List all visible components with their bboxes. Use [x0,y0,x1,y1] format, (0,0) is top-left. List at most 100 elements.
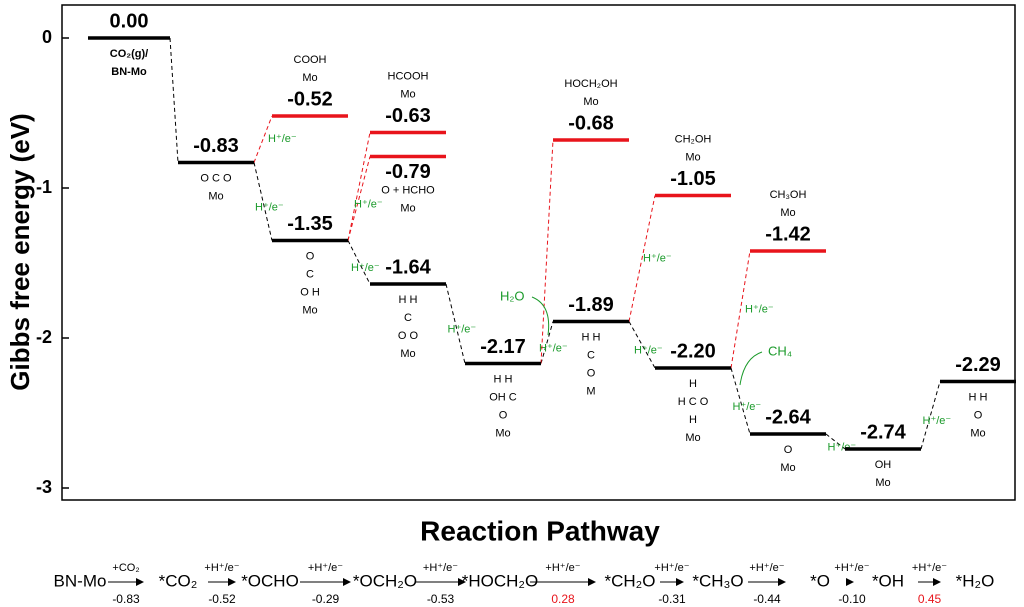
value-label: -1.35 [287,213,333,235]
value-label: -1.42 [765,223,811,245]
species-label: *CH₂O [605,571,656,590]
step-reagent: +CO₂ [112,562,139,574]
step-reagent: +H⁺/e⁻ [545,562,580,574]
y-tick-label: 0 [42,27,52,47]
species-label: *CO₂ [159,571,198,590]
structure-label: O O [398,330,419,342]
value-label: -2.20 [670,340,716,362]
connector [540,321,554,364]
species-label: *O [810,571,830,590]
structure-label: Mo [780,462,795,474]
value-label: -2.74 [860,421,906,443]
structure-label: Mo [685,151,700,163]
structure-label: CH₂OH [675,133,712,145]
connector [628,321,656,369]
arrow-head [588,578,596,586]
step-reagent: +H⁺/e⁻ [834,562,869,574]
structure-label: O C O [200,172,232,184]
structure-label: C [404,312,412,324]
structure-label: Mo [400,348,415,360]
structure-label: H H [494,373,513,385]
step-reagent: +H⁺/e⁻ [308,562,343,574]
y-tick-label: -3 [36,477,52,497]
structure-label: H H [399,294,418,306]
y-tick-label: -2 [36,327,52,347]
value-label: -0.79 [385,161,431,183]
value-label: -2.64 [765,406,811,428]
step-label: H⁺/e⁻ [539,342,568,354]
connector [730,367,751,435]
arrow-head [228,578,236,586]
structure-label: O [974,409,983,421]
structure-label: Mo [302,72,317,84]
structure-label: OH [875,459,892,471]
species-label: BN-Mo [54,571,107,590]
structure-label: M [586,385,595,397]
species-label: *CH₃O [692,571,743,590]
value-label: -1.05 [670,168,716,190]
connector [628,195,656,322]
value-label: 0.00 [110,10,149,32]
step-energy: -0.29 [312,592,340,606]
structure-label: HCOOH [388,70,429,82]
connector [253,115,273,163]
arrow-head [136,578,144,586]
step-label: H⁺/e⁻ [268,133,297,145]
connector [920,381,941,450]
step-label: H⁺/e⁻ [448,324,477,336]
value-label: -1.89 [568,294,614,316]
structure-label: HOCH₂OH [564,78,617,90]
arrow-head [458,578,466,586]
species-label: *H₂O [956,571,995,590]
plot-frame [61,4,1016,501]
connector [730,250,751,369]
species-label: *OCHO [241,571,299,590]
structure-label: Mo [583,96,598,108]
structure-label: C [306,268,314,280]
structure-label: CO₂(g)/ [110,48,149,60]
step-energy: -0.83 [112,592,140,606]
structure-label: Mo [875,477,890,489]
step-label: H⁺/e⁻ [643,252,672,264]
connector [347,240,371,285]
species-label: *OH [872,571,904,590]
structure-label: H [689,414,697,426]
structure-label: H C O [678,396,709,408]
structure-label: O [587,367,596,379]
step-label: H⁺/e⁻ [923,415,952,427]
arrow-head [343,578,351,586]
step-label: H⁺/e⁻ [745,303,774,315]
structure-label: COOH [294,54,327,66]
y-axis-label: Gibbs free energy (eV) [5,113,35,390]
step-label: H⁺/e⁻ [733,401,762,413]
value-label: -0.83 [193,135,239,157]
step-label: H⁺/e⁻ [255,201,284,213]
step-label: H⁺/e⁻ [351,262,380,274]
structure-label: O [499,409,508,421]
annotation-arrow [531,296,550,336]
step-energy: 0.28 [551,592,575,606]
structure-label: Mo [400,88,415,100]
structure-label: Mo [780,207,795,219]
step-reagent: +H⁺/e⁻ [654,562,689,574]
structure-label: Mo [495,427,510,439]
arrow-head [778,578,786,586]
arrow-head [676,578,684,586]
step-energy: -0.52 [208,592,236,606]
value-label: -1.64 [385,256,431,278]
step-energy: -0.10 [838,592,866,606]
step-energy: -0.31 [658,592,686,606]
connector [347,132,371,241]
step-label: H⁺/e⁻ [354,198,383,210]
x-axis-label: Reaction Pathway [420,515,660,546]
structure-label: Mo [400,202,415,214]
structure-label: Mo [685,432,700,444]
step-reagent: +H⁺/e⁻ [912,562,947,574]
connector [540,139,554,364]
y-tick-label: -1 [36,177,52,197]
structure-label: H H [582,331,601,343]
structure-label: BN-Mo [111,66,147,78]
connector [253,162,273,241]
structure-label: H H [969,391,988,403]
